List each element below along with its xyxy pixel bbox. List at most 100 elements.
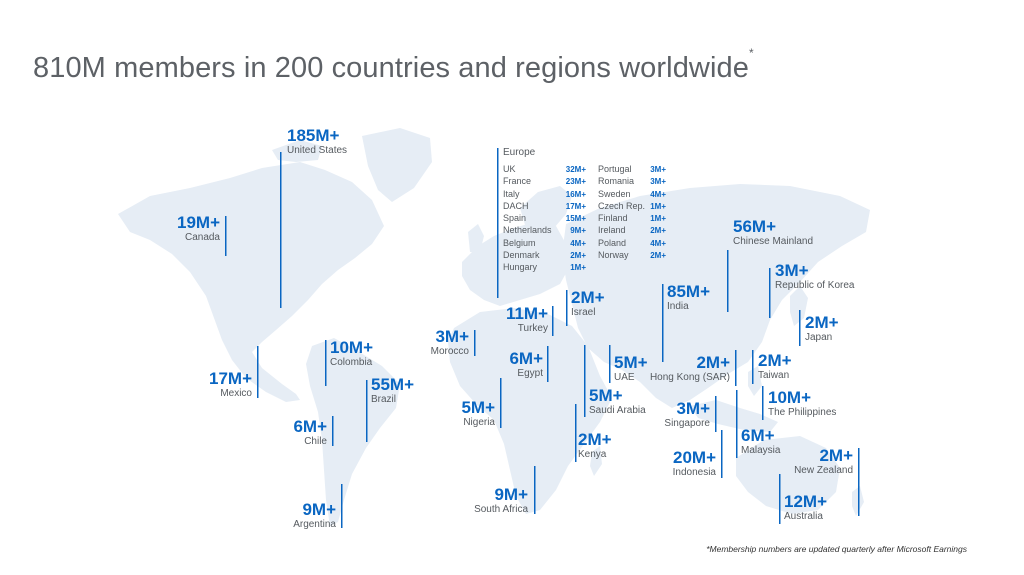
region-value: 6M+ [293, 417, 327, 436]
region-name: Indonesia [672, 467, 716, 478]
region-value: 6M+ [741, 426, 775, 445]
country-value: 17M+ [565, 201, 586, 211]
region-name: Mexico [220, 388, 252, 399]
europe-landmass [462, 222, 570, 306]
country-name: DACH [503, 200, 529, 211]
country-value: 16M+ [565, 189, 586, 199]
region-value: 12M+ [784, 492, 827, 511]
marker-israel [566, 290, 568, 326]
region-value: 3M+ [676, 399, 710, 418]
country-name: Italy [503, 188, 520, 199]
region-name: Malaysia [741, 445, 781, 456]
region-morocco: 3M+ Morocco [419, 327, 469, 358]
region-name: Egypt [517, 368, 543, 379]
arctic-islands [272, 140, 322, 162]
region-korea: 3M+ Republic of Korea [775, 261, 855, 292]
japan-landmass [790, 286, 808, 326]
region-canada: 19M+ Canada [160, 213, 220, 244]
marker-turkey [552, 306, 554, 336]
marker-kenya [575, 404, 577, 462]
region-value: 2M+ [819, 446, 853, 465]
country-name: Ireland [598, 225, 626, 236]
madagascar-landmass [590, 446, 602, 476]
country-value: 1M+ [650, 201, 666, 211]
region-value: 55M+ [371, 375, 414, 394]
list-item: Italy 16M+ [503, 188, 586, 200]
marker-uae [609, 345, 611, 383]
region-value: 10M+ [330, 338, 373, 357]
marker-australia [779, 474, 781, 524]
europe-heading: Europe [503, 147, 536, 158]
list-item: Poland 4M+ [598, 237, 666, 249]
region-name: Saudi Arabia [589, 405, 646, 416]
region-name: Argentina [293, 519, 336, 530]
region-value: 9M+ [302, 500, 336, 519]
list-item: Portugal 3M+ [598, 163, 666, 175]
marker-new-zealand [858, 448, 860, 516]
country-value: 9M+ [570, 226, 586, 236]
country-name: Sweden [598, 188, 631, 199]
region-hong-kong: 2M+ Hong Kong (SAR) [640, 353, 730, 384]
marker-morocco [474, 330, 476, 356]
region-value: 2M+ [578, 430, 612, 449]
country-name: Portugal [598, 164, 632, 174]
region-name: Hong Kong (SAR) [649, 372, 730, 383]
region-philippines: 10M+ The Philippines [768, 388, 836, 419]
country-value: 4M+ [570, 238, 586, 248]
region-value: 2M+ [696, 353, 730, 372]
region-taiwan: 2M+ Taiwan [758, 351, 792, 382]
region-name: Turkey [517, 323, 548, 334]
region-name: Israel [571, 307, 596, 318]
north-america-landmass [118, 162, 384, 402]
footnote: *Membership numbers are updated quarterl… [706, 544, 967, 554]
region-value: 85M+ [667, 282, 710, 301]
country-value: 4M+ [650, 238, 666, 248]
country-name: Spain [503, 213, 527, 224]
marker-indonesia [721, 430, 723, 478]
list-item: Sweden 4M+ [598, 188, 666, 200]
country-value: 3M+ [650, 177, 666, 187]
marker-europe [497, 148, 499, 298]
country-value: 32M+ [565, 165, 586, 174]
region-name: Chinese Mainland [733, 236, 814, 247]
marker-brazil [366, 380, 368, 442]
region-egypt: 6M+ Egypt [496, 349, 543, 380]
region-value: 5M+ [461, 398, 495, 417]
region-brazil: 55M+ Brazil [371, 375, 414, 406]
title-asterisk: * [748, 46, 754, 60]
uk-landmass [468, 224, 484, 252]
region-south-africa: 9M+ South Africa [458, 485, 528, 516]
country-value: 2M+ [650, 226, 666, 236]
country-value: 15M+ [565, 214, 586, 224]
country-value: 1M+ [570, 263, 586, 273]
list-item: DACH 17M+ [503, 200, 586, 212]
region-value: 2M+ [805, 313, 839, 332]
region-name: Nigeria [463, 417, 495, 428]
india-landmass [626, 318, 678, 394]
region-value: 10M+ [768, 388, 811, 407]
greenland-landmass [362, 128, 432, 202]
region-name: Chile [304, 436, 327, 447]
country-name: Netherlands [503, 225, 552, 236]
list-item: Romania 3M+ [598, 175, 666, 187]
region-name: United States [287, 145, 348, 156]
marker-mexico [257, 346, 259, 398]
country-name: Hungary [503, 262, 538, 273]
country-value: 23M+ [565, 177, 586, 187]
region-indonesia: 20M+ Indonesia [660, 448, 716, 479]
list-item: France 23M+ [503, 175, 586, 187]
list-item: Netherlands 9M+ [503, 224, 586, 236]
region-name: Kenya [578, 449, 607, 460]
region-name: Canada [184, 232, 220, 243]
marker-china [727, 250, 729, 312]
marker-saudi [584, 345, 586, 417]
region-name: Japan [805, 332, 833, 343]
region-china: 56M+ Chinese Mainland [733, 217, 813, 248]
country-value: 1M+ [650, 214, 666, 224]
marker-singapore [715, 396, 717, 432]
region-name: Morocco [430, 346, 469, 357]
region-singapore: 3M+ Singapore [650, 399, 710, 430]
list-item: Spain 15M+ [503, 212, 586, 224]
marker-malaysia [736, 390, 738, 458]
